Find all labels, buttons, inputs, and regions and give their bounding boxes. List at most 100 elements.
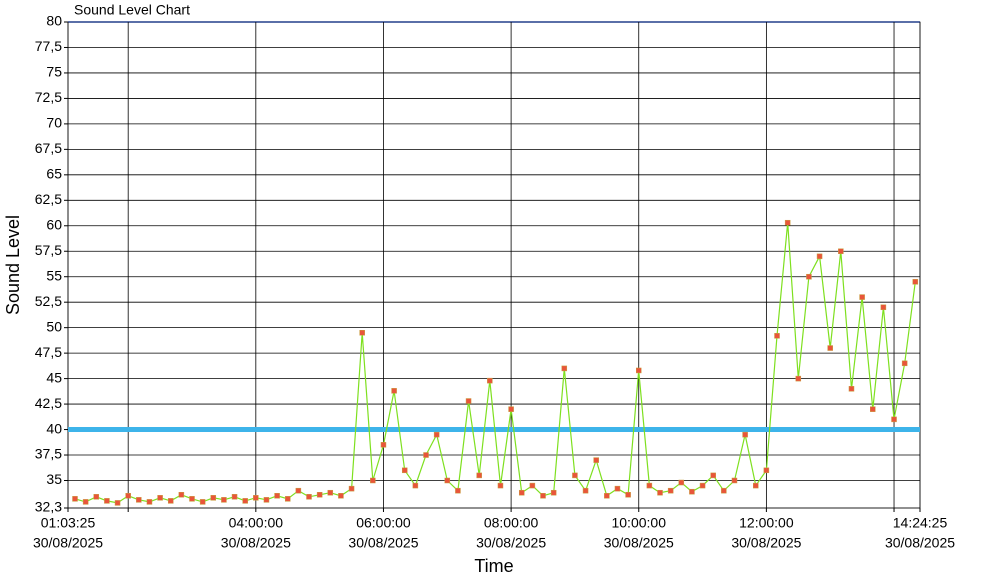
x-tick-label: 04:00:00 <box>229 515 284 531</box>
data-marker <box>710 472 716 479</box>
data-marker <box>295 487 302 494</box>
data-marker <box>210 495 217 501</box>
y-tick-label: 62,5 <box>35 191 62 207</box>
data-marker <box>604 493 610 499</box>
data-marker <box>199 499 206 505</box>
y-tick-label: 60 <box>46 216 62 232</box>
data-marker <box>114 500 121 506</box>
x-tick-date: 30/08/2025 <box>221 535 291 551</box>
data-marker <box>221 497 227 503</box>
data-marker <box>678 479 685 486</box>
y-tick-label: 42,5 <box>35 395 62 411</box>
data-marker <box>338 493 344 499</box>
x-tick-date: 30/08/2025 <box>604 535 674 551</box>
x-tick-date: 30/08/2025 <box>33 535 103 551</box>
data-marker <box>870 406 876 412</box>
data-marker <box>540 493 546 499</box>
data-marker <box>465 398 472 404</box>
data-marker <box>72 496 78 502</box>
data-marker <box>359 330 365 336</box>
data-marker <box>284 496 291 502</box>
data-marker <box>561 365 568 372</box>
data-marker <box>242 498 248 504</box>
data-marker <box>327 489 334 496</box>
y-tick-label: 70 <box>46 115 62 131</box>
data-marker <box>125 493 131 499</box>
data-marker <box>635 367 642 374</box>
data-marker <box>253 495 259 501</box>
y-tick-label: 65 <box>46 166 62 182</box>
data-marker <box>433 431 440 438</box>
data-marker <box>550 489 557 496</box>
data-marker <box>476 472 482 479</box>
data-marker <box>880 304 887 311</box>
y-tick-label: 52,5 <box>35 293 62 309</box>
chart-title: Sound Level Chart <box>74 2 190 18</box>
data-marker <box>795 375 802 382</box>
x-tick-date: 30/08/2025 <box>476 535 546 551</box>
data-marker <box>614 485 621 492</box>
data-marker <box>774 333 780 339</box>
data-marker <box>731 477 738 484</box>
data-marker <box>263 497 270 503</box>
data-marker <box>689 488 695 495</box>
data-marker <box>625 492 631 498</box>
data-marker <box>316 492 323 498</box>
y-tick-label: 45 <box>46 369 62 385</box>
data-marker <box>753 482 759 489</box>
data-marker <box>423 452 429 458</box>
data-marker <box>572 472 578 479</box>
y-tick-label: 50 <box>46 318 62 334</box>
x-tick-label: 10:00:00 <box>611 515 666 531</box>
x-tick-date: 30/08/2025 <box>348 535 418 551</box>
data-marker <box>274 493 280 499</box>
y-tick-label: 67,5 <box>35 140 62 156</box>
data-marker <box>646 482 653 489</box>
data-marker <box>699 482 706 489</box>
data-marker <box>104 498 110 504</box>
plot-area <box>67 21 921 509</box>
y-tick-label: 35 <box>46 471 62 487</box>
data-marker <box>167 498 174 504</box>
data-marker <box>370 477 376 484</box>
data-marker <box>742 431 748 438</box>
data-marker <box>529 482 536 489</box>
data-marker <box>444 477 451 484</box>
data-marker <box>189 496 195 502</box>
data-marker <box>667 487 674 494</box>
data-marker <box>859 294 865 300</box>
y-tick-label: 37,5 <box>35 446 62 462</box>
data-marker <box>838 248 844 254</box>
data-marker <box>146 499 153 505</box>
data-marker <box>391 388 397 394</box>
y-tick-label: 55 <box>46 267 62 283</box>
data-marker <box>136 497 142 503</box>
data-marker <box>497 482 504 489</box>
data-marker <box>518 489 525 496</box>
y-tick-label: 32,3 <box>35 499 62 515</box>
data-marker <box>901 360 908 367</box>
data-marker <box>827 345 833 351</box>
data-marker <box>487 377 493 384</box>
data-marker <box>82 499 89 505</box>
data-marker <box>784 219 791 226</box>
data-marker <box>93 494 100 500</box>
data-marker <box>178 492 185 498</box>
x-tick-label: 12:00:00 <box>739 515 794 531</box>
y-axis-label: Sound Level <box>3 215 23 315</box>
data-marker <box>763 467 770 474</box>
data-marker <box>593 457 599 463</box>
data-marker <box>348 485 355 492</box>
data-marker <box>891 416 897 423</box>
x-tick-date: 30/08/2025 <box>731 535 801 551</box>
y-tick-label: 57,5 <box>35 242 62 258</box>
data-marker <box>657 489 663 496</box>
data-marker <box>455 487 461 494</box>
data-marker <box>380 442 387 448</box>
data-marker <box>582 487 589 494</box>
x-tick-label: 14:24:25 <box>893 515 948 531</box>
x-axis-label: Time <box>474 556 513 576</box>
y-tick-label: 40 <box>46 420 62 436</box>
